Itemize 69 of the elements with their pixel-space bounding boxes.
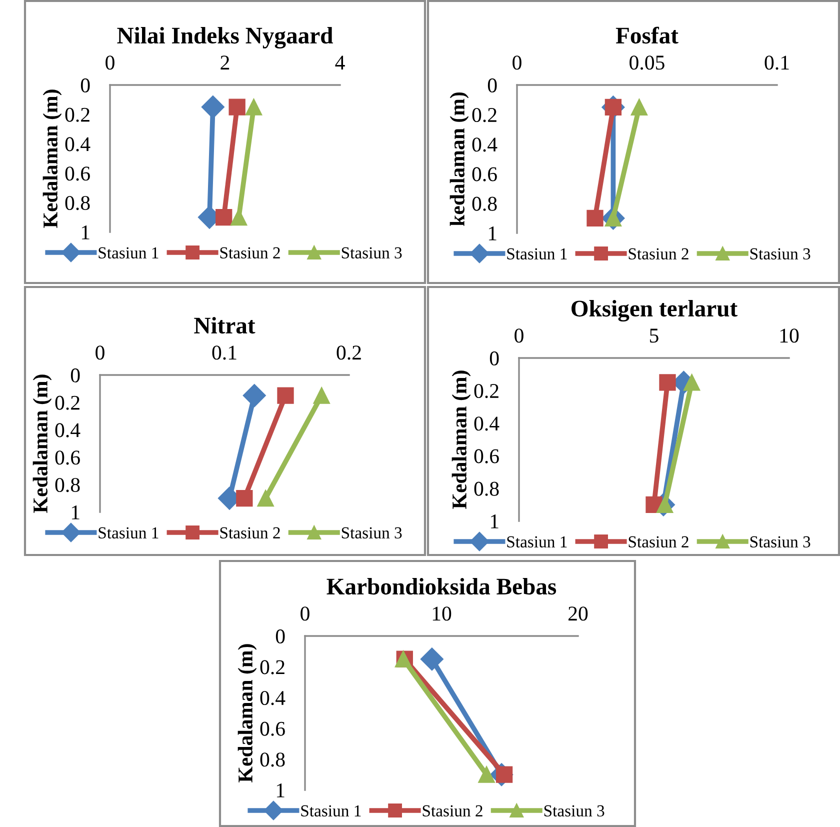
x-tick-label: 0.2 xyxy=(336,346,361,360)
y-axis-title: kedalaman (m) xyxy=(450,92,469,226)
y-tick-label: 0.6 xyxy=(474,449,499,464)
y-tick-label: 0 xyxy=(488,78,497,92)
legend-label: Stasiun 1 xyxy=(301,805,361,816)
x-tick-label: 0 xyxy=(106,56,114,70)
y-tick-label: 0.8 xyxy=(474,482,499,496)
chart-title: Nitrat xyxy=(194,316,256,334)
legend-label: Stasiun 2 xyxy=(628,248,688,260)
y-tick-label: 0.8 xyxy=(65,196,90,210)
y-tick-label: 1 xyxy=(490,514,498,528)
legend-label: Stasiun 2 xyxy=(628,536,688,548)
x-tick-label: 4 xyxy=(335,56,345,70)
chart-title: Oksigen terlarut xyxy=(572,300,738,322)
y-tick-label: 0.2 xyxy=(472,108,496,122)
y-tick-label: 0 xyxy=(70,368,80,382)
y-axis-title: Kedalaman (m) xyxy=(32,374,52,513)
legend-label: Stasiun 1 xyxy=(507,248,567,260)
y-tick-label: 0.8 xyxy=(260,752,285,767)
legend-label: Stasiun 1 xyxy=(507,536,567,548)
legend-label: Stasiun 2 xyxy=(422,805,482,816)
x-tick-label: 0 xyxy=(514,328,524,343)
x-tick-label: 2 xyxy=(220,56,230,70)
y-tick-label: 0.4 xyxy=(65,137,90,152)
y-axis-title: Kedalaman (m) xyxy=(42,90,62,228)
y-tick-label: 0 xyxy=(80,78,90,92)
y-tick-label: 0.4 xyxy=(472,138,498,152)
y-tick-label: 0.2 xyxy=(474,384,498,398)
x-tick-label: 0.1 xyxy=(212,346,236,360)
y-tick-label: 1 xyxy=(276,783,284,798)
chart-title: Karbondioksida Bebas xyxy=(326,578,556,595)
y-axis-title: Kedalaman (m) xyxy=(238,644,257,782)
y-tick-label: 0.4 xyxy=(55,423,80,438)
x-tick-label: 20 xyxy=(568,606,588,621)
y-tick-label: 0.8 xyxy=(472,196,497,211)
legend-label: Stasiun 2 xyxy=(220,527,280,538)
legend-label: Stasiun 3 xyxy=(750,248,810,260)
legend-label: Stasiun 3 xyxy=(342,247,402,258)
y-tick-label: 0 xyxy=(276,629,285,644)
x-tick-label: 10 xyxy=(780,328,799,343)
legend-label: Stasiun 3 xyxy=(750,536,810,548)
chart-title: Fosfat xyxy=(616,26,678,44)
chart-title: Nilai Indeks Nygaard xyxy=(117,26,333,49)
y-tick-label: 0.4 xyxy=(260,690,286,706)
legend-label: Stasiun 2 xyxy=(220,247,280,258)
x-tick-label: 0 xyxy=(300,606,310,621)
x-tick-label: 0.1 xyxy=(764,56,789,70)
y-tick-label: 0.6 xyxy=(65,166,90,181)
x-tick-label: 0 xyxy=(512,56,522,70)
y-tick-label: 0.8 xyxy=(55,478,80,492)
y-tick-label: 0.6 xyxy=(55,450,80,465)
y-tick-label: 0.6 xyxy=(260,722,285,736)
legend-label: Stasiun 3 xyxy=(544,805,604,816)
x-tick-label: 0.05 xyxy=(630,56,664,70)
legend-label: Stasiun 1 xyxy=(98,247,158,258)
legend-label: Stasiun 1 xyxy=(98,527,158,538)
y-tick-label: 1 xyxy=(488,226,496,240)
y-tick-label: 0.2 xyxy=(65,108,90,122)
x-tick-label: 5 xyxy=(650,328,658,343)
y-tick-label: 1 xyxy=(82,225,90,240)
y-tick-label: 0.2 xyxy=(260,660,284,674)
y-tick-label: 1 xyxy=(72,505,80,520)
y-tick-label: 0.4 xyxy=(474,416,500,431)
y-axis-title: Kedalaman (m) xyxy=(452,370,471,509)
x-tick-label: 0 xyxy=(96,346,104,360)
y-tick-label: 0.2 xyxy=(55,396,80,410)
x-tick-label: 10 xyxy=(432,606,452,621)
legend-label: Stasiun 3 xyxy=(342,527,402,538)
y-tick-label: 0.6 xyxy=(472,167,497,182)
